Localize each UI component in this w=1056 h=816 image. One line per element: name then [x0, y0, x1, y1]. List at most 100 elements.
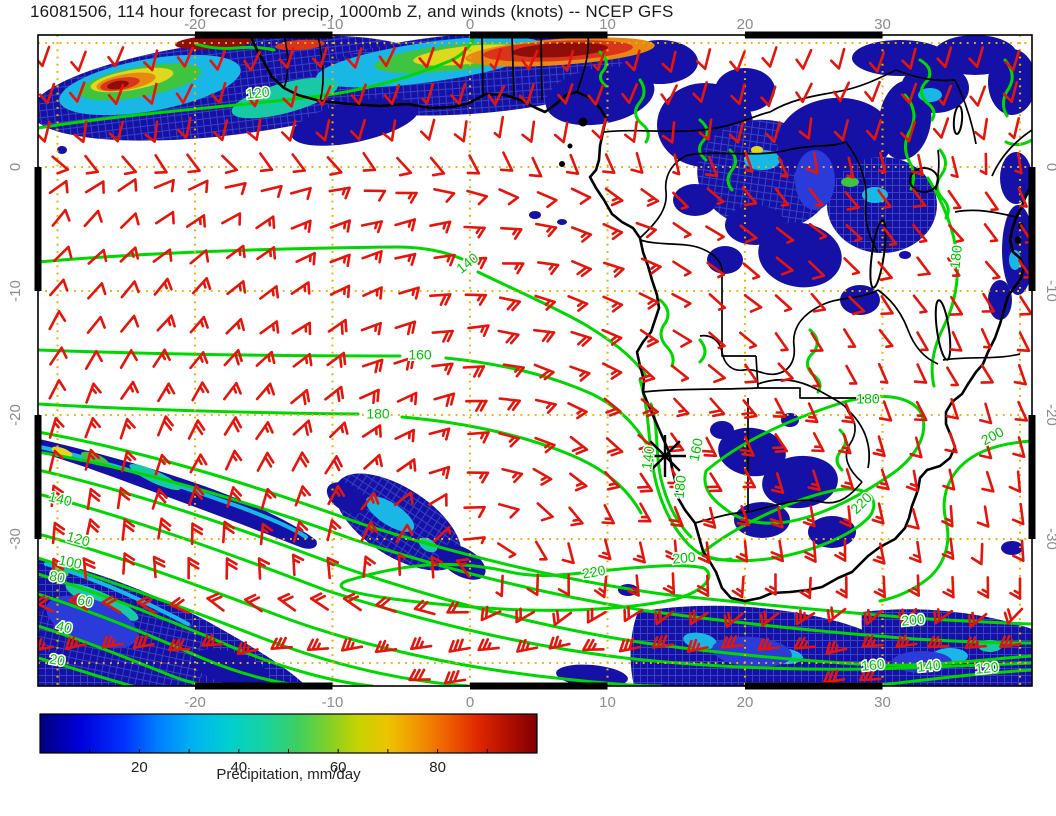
wind-barb — [602, 153, 616, 174]
precip-blob — [51, 567, 69, 577]
border-bar-left — [34, 167, 42, 291]
precip-blob — [556, 664, 628, 686]
wind-barb — [497, 329, 520, 345]
wind-barb — [532, 467, 553, 486]
precip-blob — [933, 35, 1017, 75]
contour-line — [658, 298, 675, 368]
country-border — [954, 209, 1017, 218]
wind-barb — [843, 328, 857, 348]
wind-barb — [805, 402, 819, 424]
wind-barb — [803, 540, 817, 563]
wind-barb — [120, 212, 140, 229]
wind-barb — [980, 328, 992, 349]
colorbar-ticks: 20 40 60 80 — [131, 759, 446, 776]
wind-barb — [764, 573, 777, 596]
wind-barb — [638, 292, 660, 310]
wind-barb — [375, 596, 397, 613]
wind-barb — [421, 83, 435, 105]
wind-barb — [661, 121, 676, 144]
wind-barb — [317, 85, 332, 107]
wind-barb — [810, 292, 827, 313]
wind-barb — [777, 362, 794, 383]
wind-barb — [739, 435, 755, 457]
island — [578, 117, 588, 127]
wind-barb — [346, 47, 363, 69]
wind-barb — [256, 246, 277, 261]
wind-barb — [360, 521, 379, 542]
wind-barb — [735, 540, 749, 563]
wind-barb — [944, 431, 958, 454]
wind-barb — [188, 179, 209, 194]
contour-label: 140 — [638, 445, 657, 471]
wind-barb — [51, 155, 70, 175]
wind-barb — [281, 119, 297, 142]
wind-barb — [82, 557, 96, 580]
wind-barb — [900, 82, 918, 105]
wind-barb — [396, 156, 413, 177]
contour-label: 160 — [685, 436, 706, 462]
wind-barb — [880, 295, 894, 316]
wind-barb — [498, 188, 520, 206]
wind-barb — [38, 595, 55, 613]
wind-barb — [278, 47, 295, 69]
wind-barb — [70, 50, 87, 72]
wind-barb — [927, 635, 950, 649]
wind-barb — [906, 507, 920, 530]
wind-barb — [382, 119, 397, 142]
wind-barb — [206, 592, 225, 612]
border-bar-top — [745, 31, 883, 39]
wind-barb — [911, 188, 927, 208]
wind-barb — [255, 382, 276, 401]
contour-label: 100 — [57, 551, 83, 572]
wind-barb — [329, 219, 351, 233]
wind-barb — [686, 638, 709, 653]
wind-barb — [968, 46, 984, 68]
wind-barb — [845, 224, 863, 242]
tick-label-top: 10 — [599, 16, 616, 33]
wind-barb — [361, 250, 383, 264]
colorbar-tick-label: 20 — [131, 759, 148, 776]
wind-barb — [1016, 331, 1031, 353]
wind-barb — [825, 640, 848, 655]
contour-line — [699, 487, 876, 563]
wind-barb — [497, 542, 517, 559]
wind-barb — [999, 634, 1022, 649]
wind-barb — [156, 314, 176, 332]
wind-barb — [209, 49, 227, 71]
wind-barb — [877, 261, 893, 281]
wind-barb — [210, 82, 227, 104]
contour-line — [38, 656, 134, 686]
wind-barb — [698, 118, 713, 141]
wind-barb — [805, 152, 819, 175]
wind-barb — [243, 593, 263, 613]
wind-barb — [979, 152, 988, 176]
contour-label: 40 — [55, 617, 74, 636]
wind-barb — [601, 504, 615, 525]
wind-barb — [463, 536, 486, 545]
wind-barb — [535, 222, 558, 238]
wind-barb — [721, 635, 744, 649]
wind-barb — [933, 608, 954, 625]
contour-line — [38, 492, 1032, 671]
wind-barb — [157, 382, 176, 403]
wind-barb — [420, 118, 436, 141]
wind-barb — [455, 558, 471, 578]
wind-barb — [48, 417, 65, 439]
wind-barb — [774, 332, 789, 352]
wind-barb — [618, 637, 642, 653]
country-border — [317, 35, 324, 102]
wind-barb — [970, 542, 984, 566]
wind-barb — [500, 226, 523, 240]
wind-barb — [774, 187, 790, 207]
contour-label: 120 — [974, 659, 999, 677]
wind-barb — [807, 469, 821, 492]
wind-barb — [640, 257, 662, 275]
wind-barb — [705, 225, 725, 242]
wind-barb — [757, 637, 780, 651]
tick-label-left: -30 — [7, 528, 24, 550]
border-bar-bottom — [745, 682, 883, 690]
tick-label-bottom: 30 — [874, 694, 891, 711]
wind-barb — [591, 117, 607, 140]
wind-barb — [324, 385, 345, 402]
wind-barb — [941, 537, 955, 560]
